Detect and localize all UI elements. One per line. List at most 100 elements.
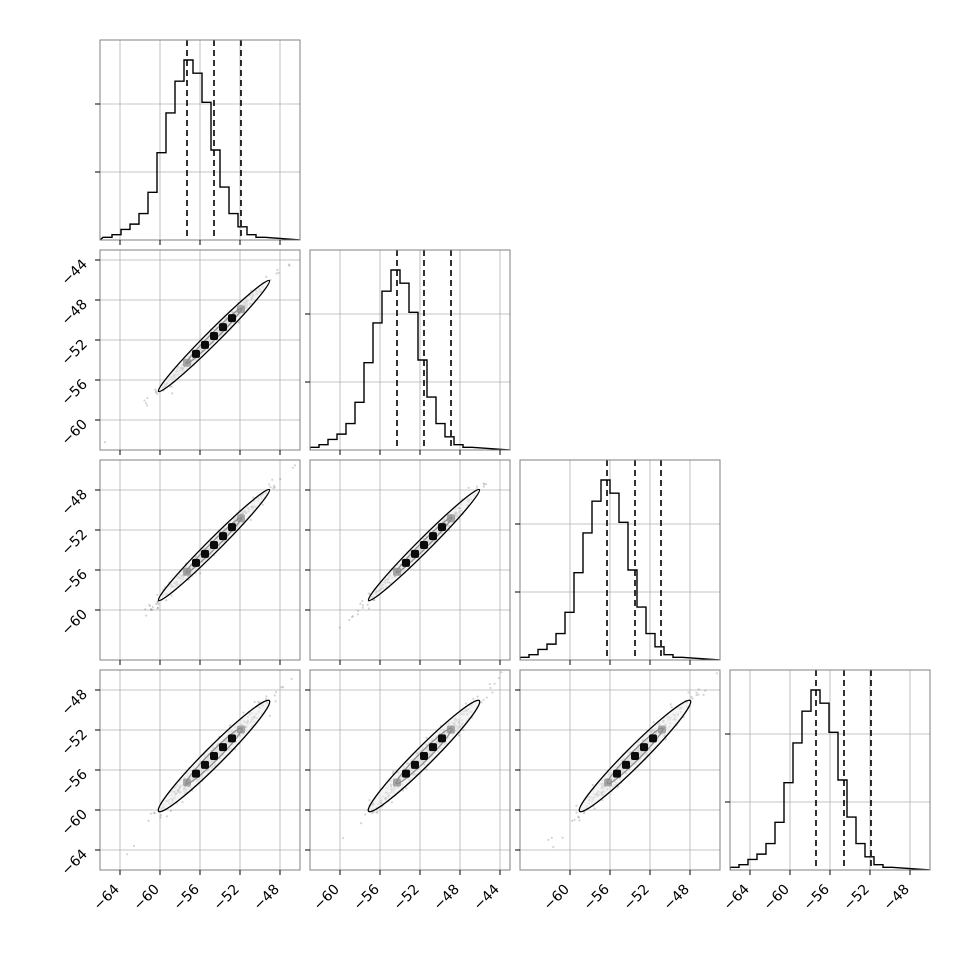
scatter-point: [265, 275, 268, 278]
scatter-point: [670, 706, 673, 709]
scatter-point: [165, 815, 169, 818]
scatter-panel-3-0: −64 −60 −56 −52 −48−48−52−56−60−64: [59, 669, 301, 914]
x-tick-label: −64: [721, 881, 753, 913]
scatter-point: [571, 819, 574, 822]
scatter-point: [261, 503, 264, 506]
x-tick-label: −60: [311, 882, 343, 914]
scatter-point: [265, 695, 268, 698]
scatter-point: [156, 600, 159, 603]
scatter-point: [253, 700, 256, 703]
density-block: [411, 549, 419, 558]
x-tick-label: −60: [541, 882, 573, 914]
density-block: [604, 778, 612, 787]
y-tick-label: −56: [59, 766, 91, 798]
scatter-panel-2-0: −48 −52 −56 −60: [59, 459, 301, 665]
density-block: [237, 725, 245, 734]
x-tick-label: −52: [391, 882, 423, 914]
scatter-point: [290, 677, 293, 681]
scatter-point: [237, 321, 240, 324]
scatter-point: [264, 697, 268, 700]
scatter-point: [547, 838, 550, 841]
density-block: [210, 332, 218, 340]
scatter-point: [390, 801, 394, 804]
x-tick-label: −56: [351, 881, 383, 913]
scatter-point: [156, 606, 159, 609]
scatter-point: [359, 602, 362, 605]
scatter-point: [464, 702, 468, 705]
scatter-point: [361, 606, 364, 609]
scatter-point: [472, 697, 475, 700]
scatter-point: [242, 711, 245, 714]
scatter-point: [482, 698, 485, 702]
scatter-point: [156, 601, 159, 604]
x-tick-label: −44: [471, 881, 503, 913]
scatter-point: [467, 486, 470, 489]
scatter-point: [126, 853, 129, 856]
y-tick-label: −60: [59, 417, 91, 449]
scatter-point: [480, 701, 483, 704]
scatter-point: [491, 691, 494, 694]
scatter-point: [151, 605, 154, 609]
scatter-point: [147, 819, 150, 822]
scatter-point: [368, 799, 371, 802]
scatter-point: [170, 385, 173, 388]
scatter-point: [154, 388, 157, 391]
scatter-point: [252, 496, 255, 499]
density-block: [201, 760, 209, 769]
scatter-point: [269, 485, 272, 489]
scatter-point: [149, 609, 152, 612]
scatter-point: [171, 392, 174, 395]
scatter-point: [170, 594, 173, 597]
axes-frame: [519, 459, 721, 661]
density-block: [631, 752, 639, 760]
scatter-point: [493, 682, 496, 685]
scatter-point: [159, 816, 162, 819]
scatter-point: [484, 483, 488, 486]
y-tick-label: −48: [59, 687, 91, 719]
scatter-point: [361, 599, 364, 603]
density-block: [393, 567, 401, 576]
scatter-point: [371, 812, 374, 815]
x-tick-label: −52: [841, 882, 873, 914]
scatter-point: [482, 485, 485, 488]
scatter-point: [577, 815, 580, 818]
scatter-point: [561, 836, 564, 839]
y-tick-label: −52: [59, 337, 91, 369]
scatter-point: [485, 696, 488, 699]
density-block: [411, 760, 419, 769]
scatter-point: [275, 691, 278, 694]
x-tick-label: −52: [621, 882, 653, 914]
density-block: [429, 743, 437, 752]
density-block: [438, 734, 446, 743]
scatter-point: [715, 672, 718, 675]
scatter-point: [271, 478, 274, 481]
density-block: [649, 734, 657, 743]
scatter-point: [249, 289, 253, 292]
scatter-point: [268, 714, 272, 717]
density-block: [402, 558, 410, 567]
density-block: [219, 743, 227, 752]
scatter-point: [364, 813, 367, 816]
scatter-panel-1-0: −44 −48 −52 −56 −60: [59, 249, 301, 455]
x-tick-label: −48: [661, 882, 693, 914]
density-block: [201, 549, 209, 558]
x-tick-label: −56: [171, 881, 203, 913]
scatter-panel-2-1: [305, 459, 511, 665]
scatter-point: [268, 483, 271, 486]
density-block: [219, 532, 227, 541]
scatter-point: [291, 466, 294, 469]
scatter-point: [690, 695, 693, 699]
scatter-point: [372, 810, 376, 814]
scatter-point: [366, 603, 369, 606]
histogram-step-line: [520, 479, 720, 660]
x-tick-label: −60: [761, 882, 793, 914]
density-block: [237, 514, 245, 523]
scatter-point: [149, 812, 152, 815]
scatter-point: [159, 814, 163, 817]
scatter-point: [482, 482, 485, 485]
scatter-point: [697, 688, 700, 691]
scatter-point: [342, 836, 345, 840]
histogram-panel-3: −64 −60 −56 −52 −48: [721, 669, 931, 914]
x-tick-label: −48: [251, 882, 283, 914]
